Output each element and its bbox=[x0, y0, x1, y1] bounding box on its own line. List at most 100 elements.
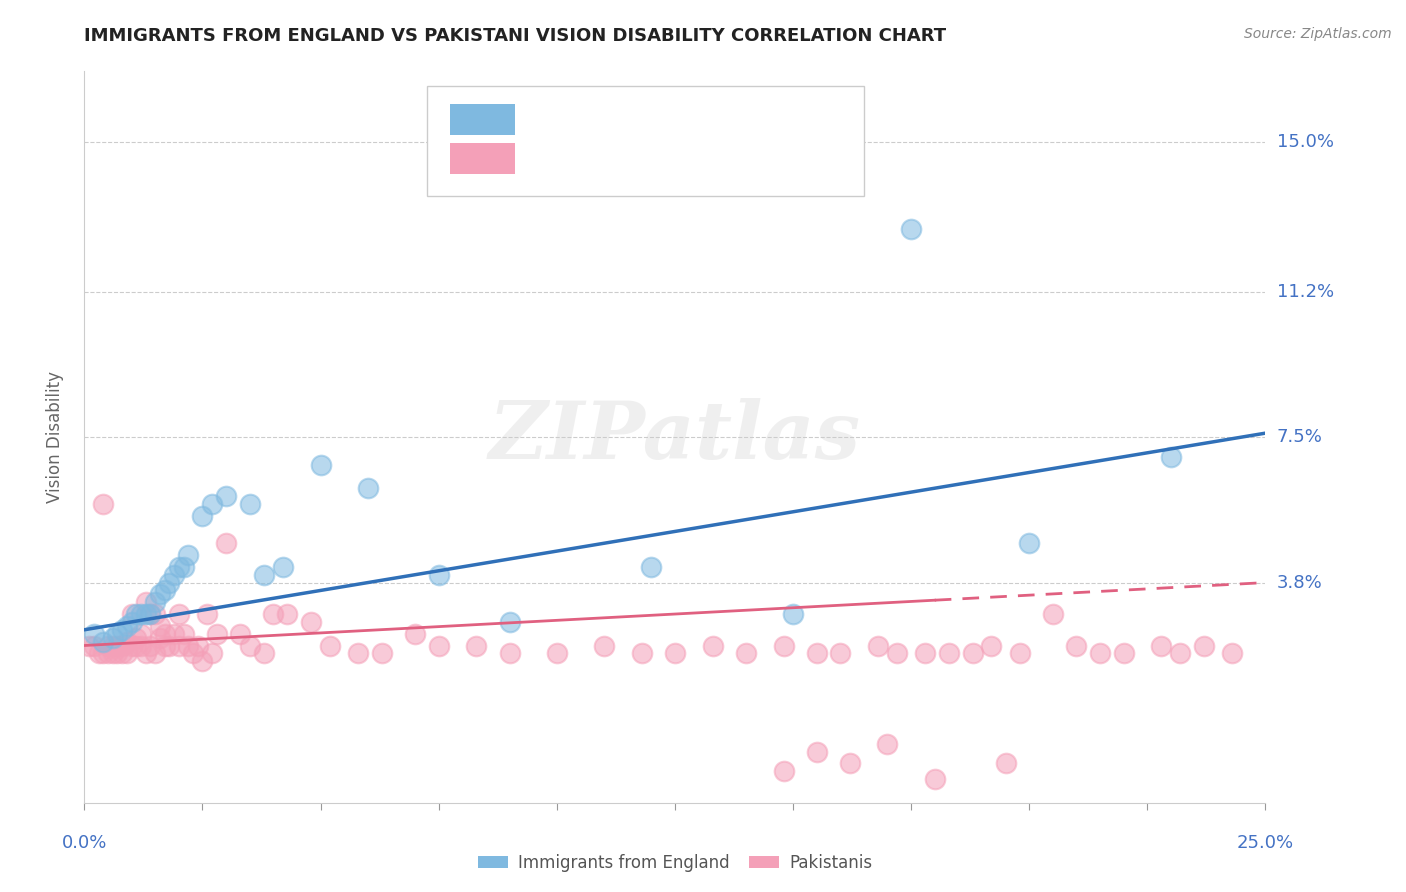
Text: N = 87: N = 87 bbox=[716, 148, 783, 166]
Point bbox=[498, 646, 520, 660]
Text: 0.0%: 0.0% bbox=[62, 834, 107, 852]
Point bbox=[139, 607, 162, 621]
Text: 7.5%: 7.5% bbox=[1277, 428, 1323, 446]
Point bbox=[1160, 450, 1182, 464]
Point bbox=[347, 646, 370, 660]
Point bbox=[914, 646, 936, 660]
Point bbox=[77, 639, 100, 653]
Point bbox=[962, 646, 984, 660]
Point bbox=[253, 567, 276, 582]
Point bbox=[734, 646, 756, 660]
Point bbox=[319, 639, 342, 653]
Point bbox=[129, 626, 152, 640]
Point bbox=[177, 548, 200, 562]
Point bbox=[125, 639, 148, 653]
Point bbox=[1008, 646, 1031, 660]
Text: Source: ZipAtlas.com: Source: ZipAtlas.com bbox=[1244, 27, 1392, 41]
Point bbox=[149, 631, 172, 645]
Point bbox=[135, 607, 157, 621]
Point bbox=[1066, 639, 1088, 653]
Point bbox=[994, 756, 1017, 771]
FancyBboxPatch shape bbox=[450, 143, 516, 174]
Point bbox=[177, 639, 200, 653]
Point bbox=[101, 646, 124, 660]
Y-axis label: Vision Disability: Vision Disability bbox=[45, 371, 63, 503]
Point bbox=[173, 559, 195, 574]
Point bbox=[253, 646, 276, 660]
Point bbox=[115, 619, 138, 633]
Point bbox=[357, 481, 380, 495]
Point bbox=[129, 607, 152, 621]
Point bbox=[630, 646, 652, 660]
Point bbox=[1150, 639, 1173, 653]
Point bbox=[782, 607, 804, 621]
Point bbox=[111, 639, 134, 653]
FancyBboxPatch shape bbox=[450, 104, 516, 135]
Point bbox=[191, 508, 214, 523]
Point bbox=[139, 639, 162, 653]
Point bbox=[107, 646, 129, 660]
Point bbox=[181, 646, 204, 660]
Point bbox=[239, 497, 262, 511]
Point bbox=[546, 646, 568, 660]
Point bbox=[1018, 536, 1040, 550]
Point bbox=[111, 623, 134, 637]
Point bbox=[173, 626, 195, 640]
Point bbox=[121, 615, 143, 629]
Point bbox=[806, 646, 828, 660]
Point bbox=[107, 626, 129, 640]
Point bbox=[830, 646, 852, 660]
Point bbox=[125, 607, 148, 621]
Point bbox=[195, 607, 218, 621]
Text: R = 0.390: R = 0.390 bbox=[527, 109, 626, 128]
Point bbox=[215, 536, 238, 550]
Point bbox=[664, 646, 686, 660]
Point bbox=[205, 626, 228, 640]
Point bbox=[498, 615, 520, 629]
Point bbox=[886, 646, 908, 660]
Point bbox=[83, 639, 105, 653]
Point bbox=[125, 631, 148, 645]
Point bbox=[900, 221, 922, 235]
Point bbox=[149, 619, 172, 633]
Point bbox=[980, 639, 1002, 653]
Legend: Immigrants from England, Pakistanis: Immigrants from England, Pakistanis bbox=[471, 847, 879, 879]
FancyBboxPatch shape bbox=[427, 86, 863, 195]
Point bbox=[139, 607, 162, 621]
Point bbox=[593, 639, 616, 653]
Point bbox=[371, 646, 394, 660]
Point bbox=[924, 772, 946, 787]
Point bbox=[87, 646, 110, 660]
Text: 25.0%: 25.0% bbox=[1237, 834, 1294, 852]
Point bbox=[135, 595, 157, 609]
Point bbox=[153, 639, 176, 653]
Point bbox=[838, 756, 860, 771]
Point bbox=[404, 626, 426, 640]
Point bbox=[427, 567, 450, 582]
Point bbox=[129, 639, 152, 653]
Text: IMMIGRANTS FROM ENGLAND VS PAKISTANI VISION DISABILITY CORRELATION CHART: IMMIGRANTS FROM ENGLAND VS PAKISTANI VIS… bbox=[84, 27, 946, 45]
Point bbox=[465, 639, 488, 653]
Point bbox=[276, 607, 298, 621]
Point bbox=[143, 595, 166, 609]
Point bbox=[640, 559, 662, 574]
Point bbox=[876, 737, 898, 751]
Point bbox=[91, 634, 114, 648]
Point bbox=[101, 639, 124, 653]
Point bbox=[215, 489, 238, 503]
Point bbox=[83, 626, 105, 640]
Text: R =  0.151: R = 0.151 bbox=[527, 148, 631, 166]
Point bbox=[271, 559, 294, 574]
Point bbox=[143, 646, 166, 660]
Point bbox=[866, 639, 889, 653]
Point bbox=[97, 639, 120, 653]
Point bbox=[201, 646, 224, 660]
Point bbox=[201, 497, 224, 511]
Point bbox=[153, 583, 176, 598]
Point bbox=[91, 646, 114, 660]
Text: N = 34: N = 34 bbox=[716, 109, 783, 128]
Point bbox=[107, 639, 129, 653]
Point bbox=[157, 639, 180, 653]
Point bbox=[143, 607, 166, 621]
Point bbox=[1192, 639, 1215, 653]
